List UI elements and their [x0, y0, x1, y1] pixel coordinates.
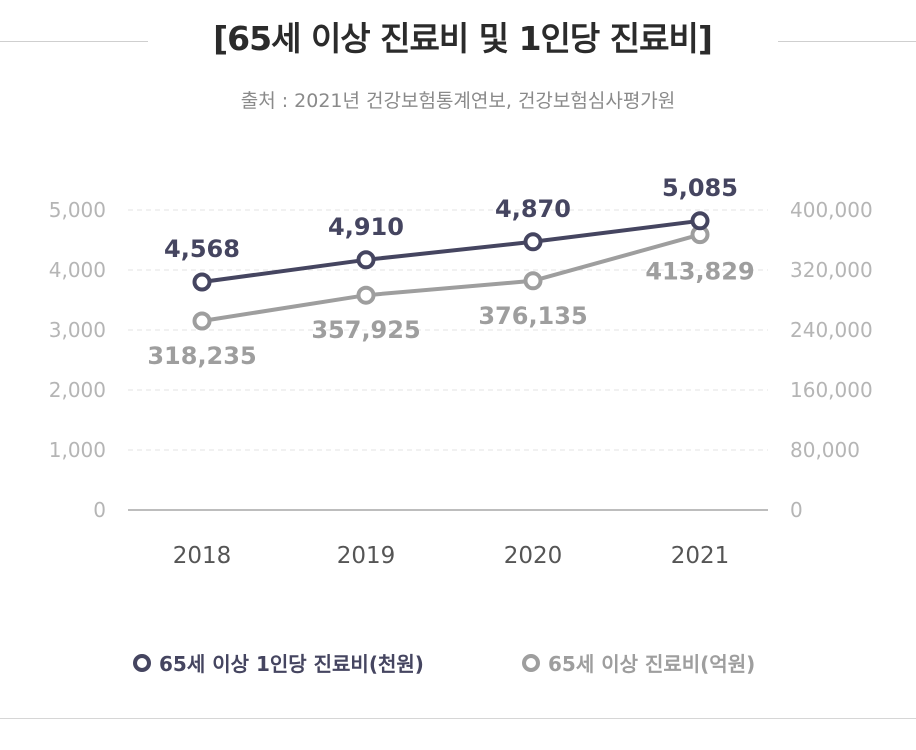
data-point-per-capita	[192, 272, 212, 292]
data-label-total: 376,135	[478, 302, 587, 330]
data-label-total: 318,235	[147, 342, 256, 370]
y-left-tick-label: 4,000	[49, 258, 106, 282]
y-left-tick-label: 2,000	[49, 378, 106, 402]
data-label-per-capita: 4,910	[328, 213, 404, 241]
legend: 65세 이상 1인당 진료비(천원) 65세 이상 진료비(억원)	[0, 648, 916, 688]
data-point-per-capita	[690, 211, 710, 231]
axis-layer: 0 0 1,000 80,000 2,000 160,000 3,000 240,000 4,0…	[49, 198, 873, 569]
data-label-per-capita: 5,085	[662, 174, 738, 202]
data-label-total: 413,829	[645, 258, 754, 286]
grid-layer	[128, 209, 768, 511]
y-right-tick-label: 80,000	[790, 438, 860, 462]
legend-label-per-capita: 65세 이상 1인당 진료비(천원)	[159, 652, 424, 676]
data-point-per-capita	[356, 250, 376, 270]
data-point-per-capita	[523, 232, 543, 252]
data-label-per-capita: 4,568	[164, 235, 240, 263]
data-label-layer: 4,568 4,910 4,870 5,085 318,235 357,925 376,13…	[147, 174, 754, 370]
legend-marker-circle-icon	[522, 653, 540, 672]
y-right-tick-label: 320,000	[790, 258, 873, 282]
chart-source: 출처 : 2021년 건강보험통계연보, 건강보험심사평가원	[240, 90, 676, 112]
y-left-tick-label: 5,000	[49, 198, 106, 222]
data-point-total	[523, 271, 543, 291]
y-right-tick-label: 0	[790, 498, 803, 522]
legend-item-per-capita: 65세 이상 1인당 진료비(천원)	[133, 648, 424, 677]
y-left-tick-label: 0	[93, 498, 106, 522]
line-chart: 0 0 1,000 80,000 2,000 160,000 3,000 240,000 4,0…	[49, 174, 873, 569]
title-divider-left	[0, 41, 148, 42]
y-right-tick-label: 400,000	[790, 198, 873, 222]
data-label-per-capita: 4,870	[495, 195, 571, 223]
bottom-divider	[0, 718, 916, 719]
chart-title: [65세 이상 진료비 및 1인당 진료비]	[213, 19, 713, 58]
x-tick-label: 2018	[173, 543, 232, 569]
legend-label-total: 65세 이상 진료비(억원)	[548, 652, 756, 676]
x-tick-label: 2019	[337, 543, 396, 569]
legend-marker-circle-icon	[133, 653, 151, 672]
series-layer	[192, 211, 710, 331]
title-row: [65세 이상 진료비 및 1인당 진료비]	[0, 10, 916, 66]
data-label-total: 357,925	[311, 316, 420, 344]
y-right-tick-label: 160,000	[790, 378, 873, 402]
x-tick-label: 2020	[504, 543, 563, 569]
x-tick-label: 2021	[671, 543, 730, 569]
data-point-total	[356, 285, 376, 305]
title-divider-right	[778, 41, 916, 42]
y-right-tick-label: 240,000	[790, 318, 873, 342]
series-line-total	[201, 232, 701, 323]
series-line-per-capita	[201, 218, 701, 284]
data-point-total	[192, 311, 212, 331]
legend-item-total: 65세 이상 진료비(억원)	[522, 648, 755, 677]
y-left-tick-label: 3,000	[49, 318, 106, 342]
y-left-tick-label: 1,000	[49, 438, 106, 462]
